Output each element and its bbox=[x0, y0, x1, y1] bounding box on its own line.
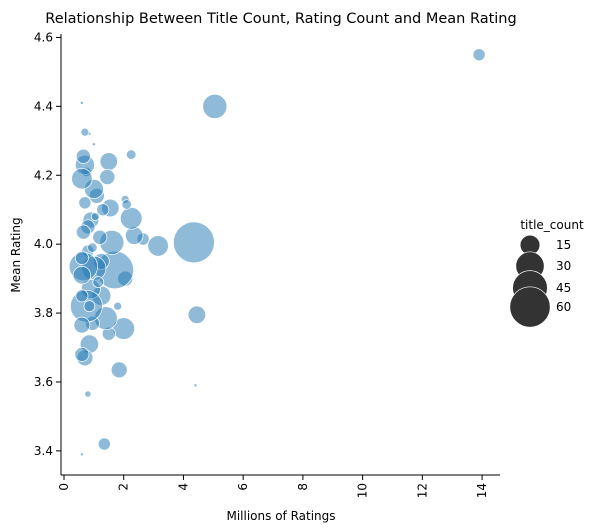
x-tick-label: 2 bbox=[117, 483, 131, 491]
legend-label: 30 bbox=[556, 259, 571, 273]
y-tick-label: 3.6 bbox=[34, 375, 53, 389]
data-point bbox=[74, 250, 89, 265]
data-point bbox=[472, 48, 486, 62]
data-point bbox=[83, 300, 96, 313]
x-tick-label: 8 bbox=[296, 483, 310, 491]
data-point bbox=[121, 199, 132, 210]
data-point bbox=[79, 100, 84, 105]
y-axis-label: Mean Rating bbox=[9, 217, 23, 292]
data-point bbox=[90, 212, 100, 221]
data-point bbox=[193, 383, 198, 388]
data-point bbox=[79, 452, 84, 457]
x-tick-label: 0 bbox=[57, 483, 71, 491]
data-point bbox=[92, 229, 108, 245]
x-axis-ticks: 0 2 4 6 8 10 12 14 bbox=[57, 475, 489, 498]
data-point bbox=[110, 361, 128, 379]
data-point bbox=[73, 316, 91, 334]
data-point bbox=[99, 169, 116, 185]
chart-title: Relationship Between Title Count, Rating… bbox=[45, 11, 516, 27]
data-point bbox=[74, 346, 90, 362]
x-tick-label: 4 bbox=[176, 483, 190, 491]
legend: title_count 15 30 45 60 bbox=[509, 218, 584, 328]
y-tick-label: 3.8 bbox=[34, 306, 53, 320]
data-point bbox=[147, 235, 169, 257]
legend-label: 60 bbox=[556, 300, 571, 314]
data-point bbox=[113, 301, 123, 311]
data-point bbox=[80, 127, 90, 137]
data-point bbox=[92, 276, 105, 288]
legend-marker bbox=[509, 286, 551, 328]
data-point bbox=[187, 305, 207, 324]
data-point bbox=[71, 168, 93, 190]
data-point bbox=[97, 437, 111, 451]
data-point bbox=[202, 93, 228, 119]
data-point bbox=[87, 242, 98, 253]
data-point bbox=[173, 221, 215, 264]
data-point bbox=[78, 196, 92, 210]
y-tick-label: 4.2 bbox=[34, 168, 53, 182]
data-point bbox=[72, 266, 92, 285]
data-point bbox=[99, 152, 118, 171]
y-tick-label: 4.0 bbox=[34, 237, 53, 251]
data-point bbox=[91, 142, 96, 147]
data-point bbox=[75, 148, 91, 164]
legend-entries: 15 30 45 60 bbox=[509, 234, 571, 328]
data-point bbox=[96, 203, 110, 217]
y-tick-label: 4.4 bbox=[34, 99, 53, 113]
legend-label: 45 bbox=[556, 281, 571, 295]
x-tick-label: 14 bbox=[475, 483, 489, 498]
data-point bbox=[125, 226, 144, 245]
x-tick-label: 10 bbox=[356, 483, 370, 498]
legend-label: 15 bbox=[556, 238, 571, 252]
legend-title: title_count bbox=[520, 218, 584, 232]
x-tick-label: 12 bbox=[415, 483, 429, 498]
points-layer bbox=[68, 48, 486, 457]
y-tick-label: 4.6 bbox=[34, 30, 53, 44]
data-point bbox=[119, 207, 143, 230]
data-point bbox=[126, 149, 137, 160]
data-point bbox=[75, 289, 89, 303]
data-point bbox=[84, 390, 92, 398]
y-tick-label: 3.4 bbox=[34, 444, 53, 458]
x-tick-label: 6 bbox=[236, 483, 250, 491]
data-point bbox=[75, 224, 91, 240]
y-axis-ticks: 3.4 3.6 3.8 4.0 4.2 4.4 4.6 bbox=[34, 30, 61, 458]
x-axis-label: Millions of Ratings bbox=[226, 509, 335, 523]
